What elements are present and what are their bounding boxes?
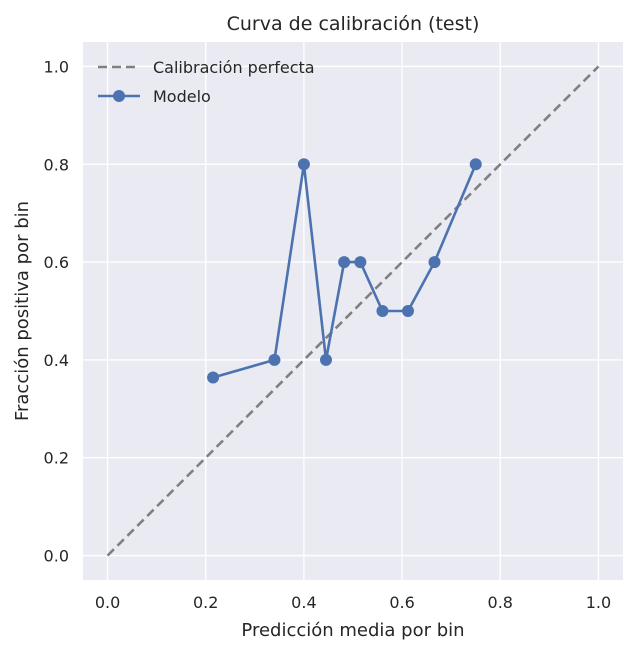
legend-label-model: Modelo xyxy=(153,87,211,106)
x-tick-label-3: 0.6 xyxy=(389,593,414,612)
data-point-1-2 xyxy=(297,158,310,171)
legend-marker-model xyxy=(113,90,125,102)
x-axis-label: Predicción media por bin xyxy=(241,620,464,641)
x-tick-label-1: 0.2 xyxy=(193,593,218,612)
tick-labels: 0.0 0.2 0.4 0.6 0.8 1.0 0.0 0.2 0.4 0.6 0.8 1.0 xyxy=(44,57,612,612)
y-axis-label: Fracción positiva por bin xyxy=(12,201,33,421)
data-point-1-3 xyxy=(320,353,332,366)
data-point-1-6 xyxy=(376,305,389,317)
y-tick-label-0: 0.0 xyxy=(44,547,69,566)
x-tick-label-0: 0.0 xyxy=(95,593,120,612)
data-point-1-8 xyxy=(428,256,441,269)
data-point-1-0 xyxy=(207,371,220,384)
data-point-1-7 xyxy=(401,305,414,317)
y-tick-label-4: 0.8 xyxy=(44,155,69,174)
series-line-1 xyxy=(212,162,477,379)
plot-area xyxy=(83,42,623,580)
data-point-1-1 xyxy=(268,353,281,366)
grid-layer xyxy=(83,42,623,580)
y-tick-label-3: 0.6 xyxy=(44,253,69,272)
legend-label-perfect: Calibración perfecta xyxy=(153,58,315,77)
series-line-0 xyxy=(106,65,600,557)
y-tick-label-2: 0.4 xyxy=(44,351,69,370)
series-layer xyxy=(106,65,600,557)
x-tick-label-5: 1.0 xyxy=(586,593,611,612)
data-point-1-5 xyxy=(354,256,367,269)
y-tick-label-1: 0.2 xyxy=(44,449,69,468)
data-point-1-9 xyxy=(469,158,482,171)
x-tick-label-2: 0.4 xyxy=(291,593,316,612)
chart-title: Curva de calibración (test) xyxy=(227,13,480,35)
legend: Calibración perfecta Modelo xyxy=(98,58,315,106)
x-tick-label-4: 0.8 xyxy=(488,593,513,612)
data-point-1-4 xyxy=(338,256,351,269)
y-tick-label-5: 1.0 xyxy=(44,57,69,76)
